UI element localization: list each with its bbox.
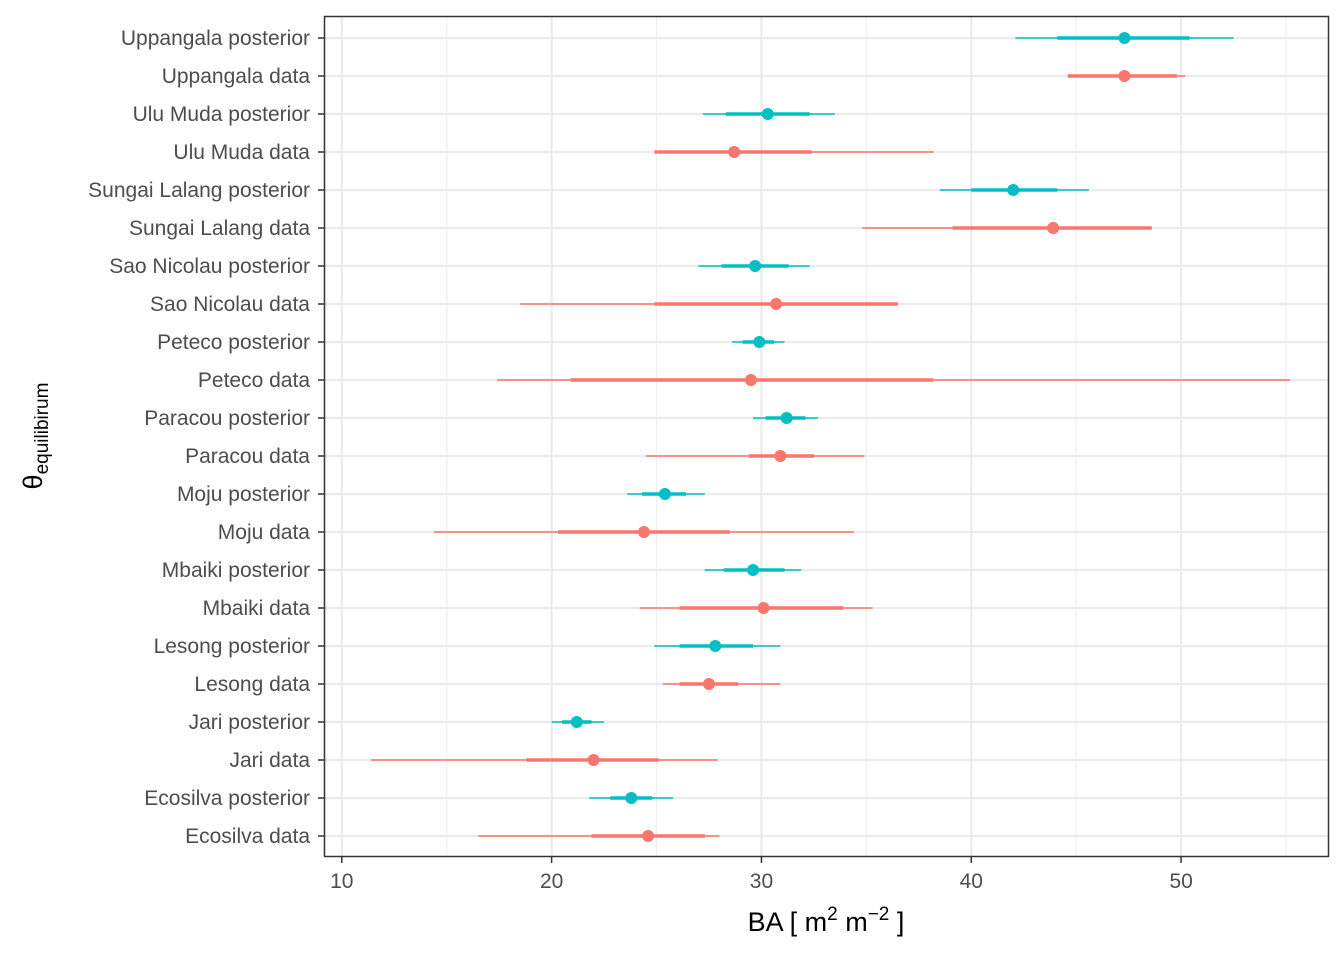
point-estimate xyxy=(1118,32,1131,44)
point-estimate xyxy=(1047,222,1060,234)
point-estimate xyxy=(709,640,722,652)
point-estimate xyxy=(1118,70,1131,82)
y-tick-label: Peteco posterior xyxy=(157,331,310,354)
y-tick-label: Lesong posterior xyxy=(154,635,310,658)
x-tick-label: 50 xyxy=(1169,870,1192,893)
point-estimate xyxy=(625,792,638,804)
x-tick-label: 20 xyxy=(540,870,563,893)
point-estimate xyxy=(570,716,583,728)
y-tick-label: Sao Nicolau data xyxy=(150,293,310,316)
y-tick-label: Ulu Muda posterior xyxy=(133,103,310,126)
x-tick-label: 10 xyxy=(330,870,353,893)
y-tick-label: Lesong data xyxy=(194,673,310,696)
y-tick-label: Paracou posterior xyxy=(144,407,310,430)
y-tick-label: Sungai Lalang posterior xyxy=(88,179,310,202)
panel-border xyxy=(323,15,1330,858)
y-tick-label: Jari data xyxy=(229,749,310,772)
point-estimate xyxy=(753,336,766,348)
point-estimate xyxy=(774,450,787,462)
y-tick-label: Peteco data xyxy=(198,369,310,392)
point-estimate xyxy=(587,754,600,766)
point-estimate xyxy=(747,564,760,576)
point-estimate xyxy=(1007,184,1020,196)
y-axis-ticks: Uppangala posterior Uppangala data Ulu Mud… xyxy=(88,27,325,848)
y-tick-label: Ecosilva posterior xyxy=(144,787,310,810)
point-estimate xyxy=(749,260,762,272)
y-tick-label: Ulu Muda data xyxy=(173,141,310,164)
y-tick-label: Mbaiki posterior xyxy=(162,559,310,582)
point-estimate xyxy=(642,830,655,842)
point-estimate xyxy=(637,526,650,538)
interval-marks xyxy=(371,32,1291,842)
y-tick-label: Sungai Lalang data xyxy=(129,217,310,240)
point-estimate xyxy=(757,602,770,614)
x-tick-label: 40 xyxy=(960,870,983,893)
point-estimate xyxy=(761,108,774,120)
point-estimate xyxy=(702,678,715,690)
y-tick-label: Sao Nicolau posterior xyxy=(109,255,310,278)
y-tick-label: Paracou data xyxy=(185,445,310,468)
x-axis-ticks: 10 20 30 40 50 xyxy=(330,856,1193,893)
point-estimate xyxy=(658,488,671,500)
y-tick-label: Jari posterior xyxy=(189,711,310,734)
point-estimate xyxy=(728,146,741,158)
y-tick-label: Ecosilva data xyxy=(185,825,310,848)
y-tick-label: Uppangala data xyxy=(162,65,311,88)
point-estimate xyxy=(770,298,783,310)
y-tick-label: Uppangala posterior xyxy=(121,27,310,50)
x-tick-label: 30 xyxy=(750,870,773,893)
point-estimate xyxy=(744,374,757,386)
y-tick-label: Moju data xyxy=(218,521,311,544)
y-axis-title: θequilibirum xyxy=(18,383,53,490)
y-tick-label: Moju posterior xyxy=(177,483,310,506)
grid-layer xyxy=(325,17,1328,856)
point-estimate xyxy=(780,412,793,424)
x-axis-title: BA [ m2 m−2 ] xyxy=(748,904,905,937)
y-tick-label: Mbaiki data xyxy=(203,597,311,620)
